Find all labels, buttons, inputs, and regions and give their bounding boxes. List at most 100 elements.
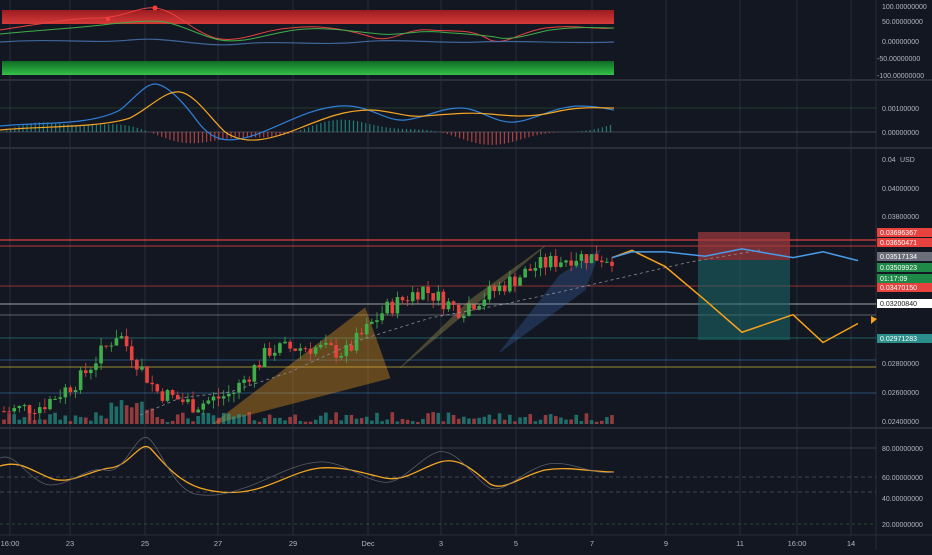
macd-histogram-bar [447,132,448,134]
volume-bar [590,420,594,424]
volume-bar [268,415,272,424]
macd-histogram-bar [141,129,142,132]
volume-bar [324,413,328,424]
volume-bar [89,421,93,424]
volume-bar [7,413,11,424]
macd-histogram-bar [406,129,407,132]
macd-histogram-bar [394,128,395,132]
volume-bar [544,415,548,424]
candle-body [549,256,553,267]
macd-histogram-bar [6,130,7,132]
svg-text:0.03509923: 0.03509923 [880,265,917,272]
volume-bar [585,413,589,424]
macd-histogram-bar [520,132,521,140]
volume-bar [467,418,471,424]
macd-histogram-bar [471,132,472,142]
macd-histogram-bar [271,132,272,137]
stoch-d-line [0,21,614,41]
macd-histogram-bar [328,121,329,132]
macd-histogram-bar [108,124,109,132]
volume-bar [513,421,517,424]
candle-body [539,257,543,268]
macd-panel [0,84,876,145]
candle-body [84,370,88,373]
price-panel [0,232,877,424]
stoch-scale-neg100: -100.00000000 [877,73,924,80]
macd-histogram-bar [418,129,419,132]
volume-bar [503,420,507,424]
macd-histogram-bar [528,132,529,137]
macd-histogram-bar [84,125,85,132]
candle-body [18,406,22,408]
candle-body [196,410,200,413]
volume-bar [431,412,435,424]
candle-body [12,408,16,411]
macd-histogram-bar [373,125,374,132]
candle-body [89,370,93,373]
candle-body [314,347,318,353]
volume-bar [43,420,47,424]
volume-bar [242,415,246,424]
candle-body [396,297,400,313]
candle-body [263,348,267,367]
volume-bar [273,418,277,424]
candle-body [181,399,185,401]
volume-bar [283,420,287,424]
candle-body [360,333,364,334]
volume-bar [385,420,389,424]
candle-body [544,257,548,267]
volume-bar [411,421,415,424]
macd-histogram-bar [349,120,350,132]
volume-bar [488,415,492,424]
candle-body [426,287,430,293]
macd-histogram-bar [553,132,554,133]
rsi-ma-line [0,437,614,495]
volume-bar [559,418,563,424]
volume-bar [355,419,359,424]
candle-body [69,387,73,392]
volume-bar [554,416,558,424]
candle-body [436,292,440,301]
candle-body [191,399,195,412]
candle-body [574,261,578,266]
volume-bars [2,400,614,424]
macd-histogram-bar [598,128,599,132]
volume-bar [370,421,374,424]
candle-body [125,336,129,346]
volume-bar [227,414,231,424]
macd-histogram-bar [508,132,509,143]
volume-bar [436,413,440,424]
candle-body [237,383,241,393]
time-axis-label: 3 [439,539,443,548]
svg-text:0.03517134: 0.03517134 [880,254,917,261]
candle-body [442,292,446,310]
macd-scale-0: 0.00000000 [882,130,919,137]
candle-body [523,269,527,278]
macd-histogram-bar [381,127,382,132]
volume-bar [253,420,257,424]
macd-histogram-bar [292,132,293,133]
time-axis-label: 11 [736,539,744,548]
macd-histogram-bar [239,132,240,138]
volume-bar [345,415,349,424]
volume-bar [498,413,502,424]
macd-histogram-bar [116,124,117,132]
volume-bar [396,421,400,424]
candle-body [293,349,297,351]
price-tag: 0.02971283 [877,334,932,343]
rsi-scale-20: 20.00000000 [882,522,923,529]
volume-bar [569,420,573,424]
svg-text:0.03696367: 0.03696367 [880,230,917,237]
price-tag: 0.03650471 [877,238,932,247]
macd-histogram-bar [594,129,595,132]
candle-body [304,348,308,349]
volume-bar [217,418,221,424]
volume-bar [610,415,614,424]
macd-histogram-bar [112,124,113,132]
macd-histogram-bar [194,132,195,143]
macd-histogram-bar [488,132,489,145]
